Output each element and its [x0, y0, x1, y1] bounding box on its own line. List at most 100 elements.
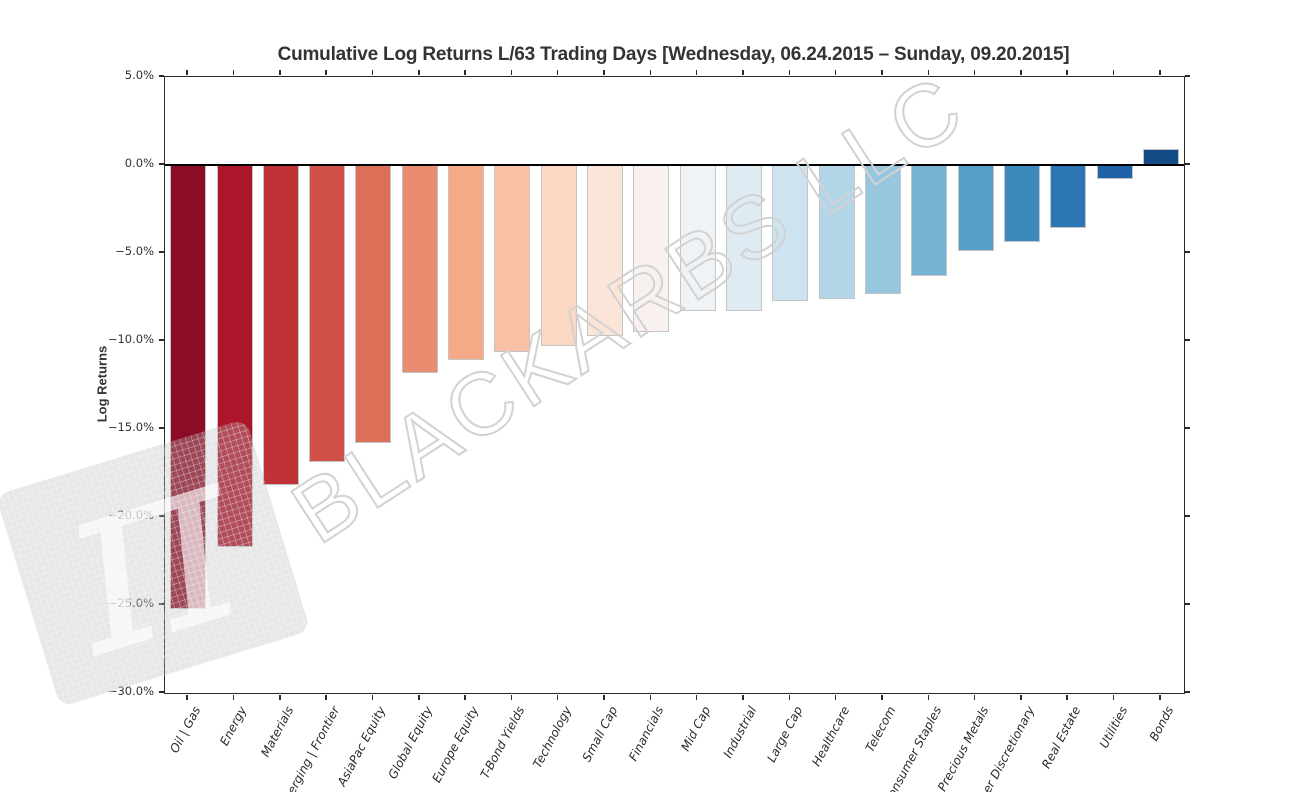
x-tick-bottom	[649, 695, 652, 700]
x-tick-top	[186, 69, 188, 75]
x-tick-top	[973, 69, 976, 75]
x-tick-top	[649, 69, 652, 75]
bar-consumer-staples	[911, 165, 948, 276]
x-tick-bottom	[834, 695, 837, 700]
bar-utilities	[1096, 165, 1133, 180]
y-tick-right	[1184, 339, 1190, 341]
x-tick-bottom	[1066, 695, 1068, 700]
y-tick-left	[159, 75, 164, 77]
x-tick-bottom	[186, 695, 188, 700]
bar-europe-equity	[448, 165, 485, 361]
x-tick-label-mid-cap: Mid Cap	[677, 704, 714, 754]
x-tick-top	[1066, 69, 1068, 75]
bar-mid-cap	[679, 165, 716, 312]
x-tick-bottom	[1159, 695, 1161, 700]
bar-real-estate	[1050, 165, 1087, 229]
x-tick-top	[418, 69, 420, 75]
bar-healthcare	[818, 165, 855, 299]
x-tick-label-energy: Energy	[217, 704, 250, 748]
x-tick-label-healthcare: Healthcare	[808, 704, 852, 769]
zero-axhline	[165, 163, 1184, 167]
x-tick-top	[1020, 69, 1022, 75]
y-axis-label-text: Log Returns	[94, 345, 110, 423]
y-tick-label: −20.0%	[107, 508, 154, 522]
y-tick-right	[1184, 427, 1190, 429]
x-tick-bottom	[603, 695, 605, 700]
x-tick-top	[1159, 69, 1161, 75]
bar-technology	[540, 165, 577, 347]
bar-precious-metals	[957, 165, 994, 252]
bar-small-cap	[587, 165, 623, 336]
y-tick-label: 0.0%	[124, 156, 154, 170]
x-tick-top	[232, 69, 235, 75]
x-tick-bottom	[742, 695, 744, 700]
x-tick-label-financials: Financials	[626, 704, 667, 764]
x-tick-label-small-cap: Small Cap	[579, 704, 621, 764]
y-tick-label: −5.0%	[115, 244, 154, 258]
y-tick-label: −10.0%	[107, 332, 154, 346]
x-tick-bottom	[510, 695, 513, 700]
x-tick-top	[556, 69, 559, 75]
bar-large-cap	[772, 165, 809, 301]
y-tick-left	[159, 427, 164, 429]
x-tick-label-bonds: Bonds	[1146, 704, 1177, 744]
x-tick-top	[834, 69, 837, 75]
bar-emerging-frontier	[309, 165, 346, 463]
x-tick-bottom	[881, 695, 883, 700]
x-tick-bottom	[232, 695, 235, 700]
x-tick-label-asiapac-equity: AsiaPac Equity	[335, 704, 389, 789]
bar-telecom	[864, 165, 901, 294]
x-tick-top	[279, 69, 281, 75]
y-tick-label: 5.0%	[124, 68, 154, 82]
y-tick-right	[1184, 251, 1190, 253]
x-tick-label-telecom: Telecom	[862, 704, 899, 755]
y-tick-right	[1184, 75, 1190, 77]
x-tick-bottom	[464, 695, 466, 700]
y-tick-left	[159, 251, 164, 253]
x-tick-bottom	[788, 695, 791, 700]
x-tick-top	[1112, 69, 1115, 75]
plot-area	[164, 76, 1185, 694]
y-tick-label: −30.0%	[107, 684, 154, 698]
x-tick-top	[371, 69, 374, 75]
bar-asiapac-equity	[355, 165, 392, 444]
y-tick-left	[159, 515, 164, 517]
y-tick-label: −25.0%	[107, 596, 154, 610]
x-tick-top	[881, 69, 883, 75]
x-tick-bottom	[279, 695, 281, 700]
x-tick-label-real-estate: Real Estate	[1039, 704, 1084, 771]
y-tick-left	[159, 603, 164, 605]
chart-title: Cumulative Log Returns L/63 Trading Days…	[277, 44, 1070, 65]
y-tick-left	[159, 163, 164, 165]
x-tick-top	[695, 69, 698, 75]
bar-consumer-discretionary	[1003, 165, 1040, 243]
x-tick-bottom	[418, 695, 420, 700]
y-tick-left	[159, 691, 164, 693]
x-tick-label-industrial: Industrial	[720, 704, 760, 761]
x-tick-top	[742, 69, 744, 75]
bar-materials	[262, 165, 299, 486]
x-tick-label-oil-gas: Oil | Gas	[167, 704, 204, 756]
y-tick-right	[1184, 603, 1190, 605]
x-tick-bottom	[927, 695, 929, 700]
x-tick-label-europe-equity: Europe Equity	[429, 704, 482, 785]
bar-energy	[216, 165, 253, 547]
bar-global-equity	[401, 165, 438, 373]
x-tick-label-t-bond-yields: T-Bond Yields	[478, 704, 528, 781]
x-tick-bottom	[556, 695, 559, 700]
x-tick-label-materials: Materials	[257, 704, 297, 760]
x-tick-bottom	[325, 695, 327, 700]
x-tick-top	[325, 69, 327, 75]
x-tick-label-utilities: Utilities	[1096, 704, 1130, 751]
bar-financials	[633, 165, 670, 333]
x-tick-top	[603, 69, 605, 75]
bar-oil-gas	[170, 165, 207, 609]
x-tick-top	[927, 69, 929, 75]
x-tick-label-global-equity: Global Equity	[385, 704, 436, 782]
y-tick-right	[1184, 515, 1190, 517]
x-tick-bottom	[973, 695, 976, 700]
y-tick-label: −15.0%	[107, 420, 154, 434]
bar-bonds	[1142, 149, 1179, 165]
bar-industrial	[726, 165, 762, 312]
